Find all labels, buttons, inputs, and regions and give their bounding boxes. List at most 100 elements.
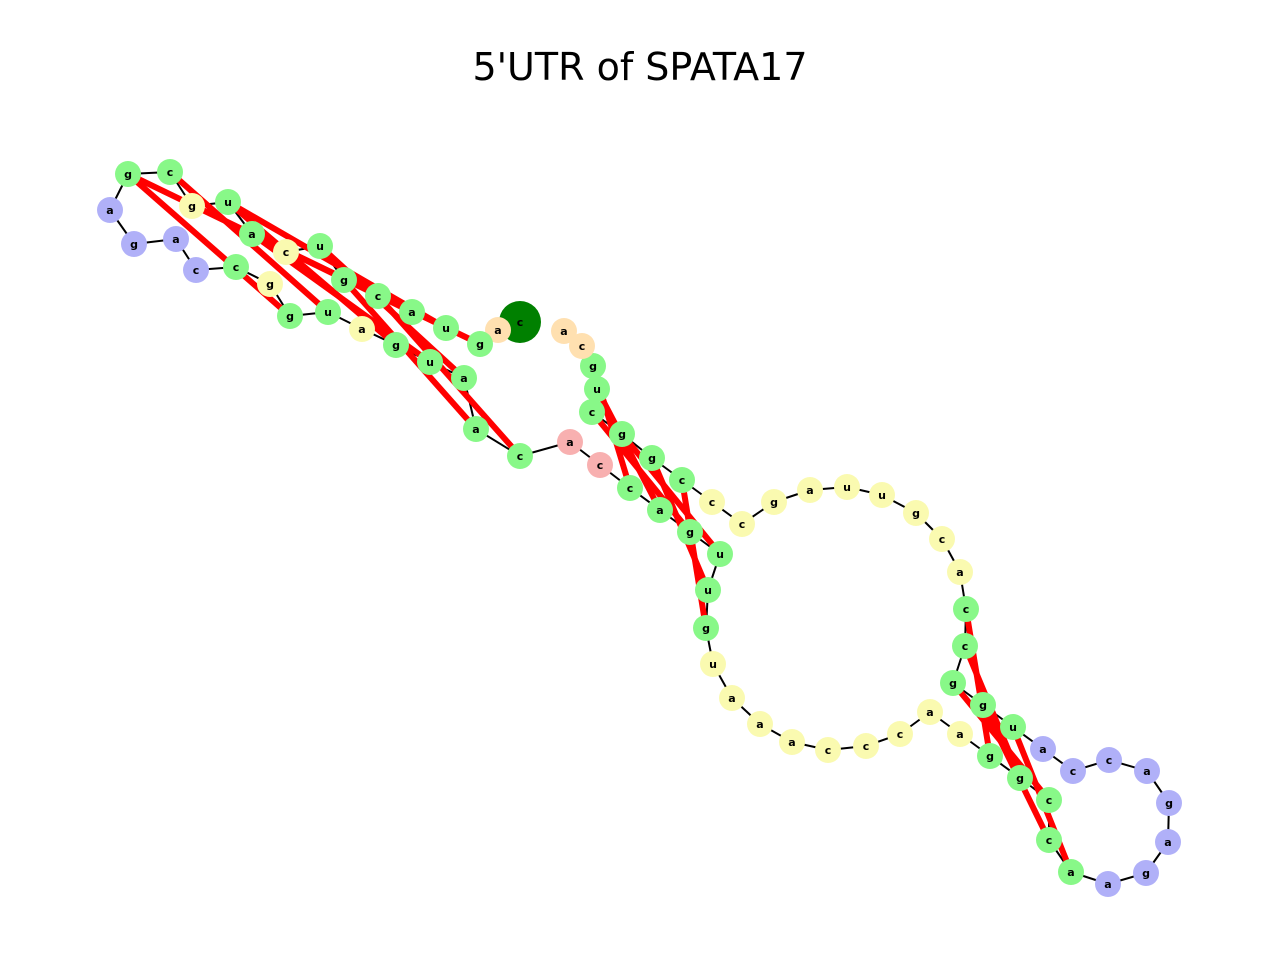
nucleotide-label: c (897, 728, 904, 741)
nucleotide-circle (953, 596, 979, 622)
nucleotide-label: a (1104, 878, 1111, 891)
nucleotide: g (940, 670, 966, 696)
nucleotide-label: c (517, 450, 524, 463)
nucleotide: g (1133, 860, 1159, 886)
nucleotide-circle (257, 271, 283, 297)
nucleotide-label: a (956, 728, 963, 741)
nucleotide-circle (507, 443, 533, 469)
nucleotide: u (834, 474, 860, 500)
nucleotide: a (239, 221, 265, 247)
nucleotide-circle (707, 541, 733, 567)
nucleotide: g (467, 331, 493, 357)
nucleotide-circle (273, 239, 299, 265)
nucleotide-label: g (124, 168, 132, 181)
nucleotide-label: a (358, 323, 365, 336)
nucleotide-circle (947, 721, 973, 747)
nucleotide: g (970, 692, 996, 718)
nucleotide-circle (163, 226, 189, 252)
nucleotide-label: c (627, 482, 634, 495)
nucleotide-label: c (825, 744, 832, 757)
nucleotide-circle (157, 159, 183, 185)
nucleotide: c (699, 489, 725, 515)
nucleotide: g (121, 231, 147, 257)
nucleotide-circle (1036, 787, 1062, 813)
nucleotide: a (947, 721, 973, 747)
nucleotide-circle (761, 489, 787, 515)
nucleotide-circle (779, 729, 805, 755)
nucleotide-label: c (193, 264, 200, 277)
nucleotide-circle (1133, 860, 1159, 886)
nucleotide-circle (719, 685, 745, 711)
nucleotide-circle (433, 315, 459, 341)
nucleotide-circle (815, 737, 841, 763)
nucleotide-label: a (494, 324, 501, 337)
nucleotide-label: g (702, 622, 710, 635)
nucleotide-circle (797, 477, 823, 503)
nucleotide-label: a (1039, 743, 1046, 756)
nucleotide: c (952, 633, 978, 659)
nucleotide-label: g (1142, 867, 1150, 880)
nucleotide-circle (647, 497, 673, 523)
nucleotide-circle (383, 332, 409, 358)
nucleotide-label: c (962, 640, 969, 653)
nucleotide-label: a (248, 228, 255, 241)
nucleotide-circle (485, 317, 511, 343)
nucleotide-circle (551, 318, 577, 344)
nucleotide-label: g (986, 750, 994, 763)
nucleotide-circle (1007, 765, 1033, 791)
nucleotide: g (693, 615, 719, 641)
nucleotide-circle (579, 399, 605, 425)
nucleotide: c (1096, 747, 1122, 773)
nucleotide: a (947, 559, 973, 585)
nucleotide-circle (1155, 829, 1181, 855)
base-pair-bond (619, 432, 723, 556)
nucleotide-circle (903, 500, 929, 526)
nucleotide: a (1155, 829, 1181, 855)
nucleotide-circle (580, 353, 606, 379)
nucleotide: g (903, 500, 929, 526)
nucleotide: a (1058, 859, 1084, 885)
base-pair-bond (679, 479, 709, 629)
nucleotide-circle (239, 221, 265, 247)
nucleotide-label: u (324, 306, 332, 319)
nucleotide-label: c (739, 518, 746, 531)
nucleotide-label: g (1165, 797, 1173, 810)
nucleotide-label: c (597, 459, 604, 472)
nucleotide-label: c (517, 316, 524, 329)
nucleotide-circle (887, 721, 913, 747)
nucleotide: g (580, 353, 606, 379)
nucleotide-circle (215, 189, 241, 215)
nucleotide-circle (669, 467, 695, 493)
nucleotide: a (551, 318, 577, 344)
nucleotide: a (1134, 758, 1160, 784)
nucleotide-circle (834, 474, 860, 500)
nucleotide-circle (277, 303, 303, 329)
nucleotide-circle (467, 331, 493, 357)
nucleotide-label: g (476, 338, 484, 351)
nucleotide-label: c (589, 406, 596, 419)
nucleotide-circle (365, 283, 391, 309)
nucleotide-label: u (709, 658, 717, 671)
nucleotide: a (349, 316, 375, 342)
nucleotide: a (779, 729, 805, 755)
nucleotide-label: a (460, 372, 467, 385)
nucleotide: a (1095, 871, 1121, 897)
nucleotide: a (647, 497, 673, 523)
nucleotide-circle (307, 233, 333, 259)
nucleotide-label: g (949, 677, 957, 690)
nucleotide: a (463, 416, 489, 442)
nucleotide: g (639, 445, 665, 471)
nucleotide-label: a (656, 504, 663, 517)
nucleotide: a (719, 685, 745, 711)
nucleotide-label: u (843, 481, 851, 494)
nucleotide-circle (639, 445, 665, 471)
nucleotide-circle (693, 615, 719, 641)
nucleotide-label: a (756, 718, 763, 731)
nucleotide: g (277, 303, 303, 329)
nucleotide-label: g (130, 238, 138, 251)
nucleotide-circle (1095, 871, 1121, 897)
nucleotide: c (579, 399, 605, 425)
nucleotide: c (273, 239, 299, 265)
